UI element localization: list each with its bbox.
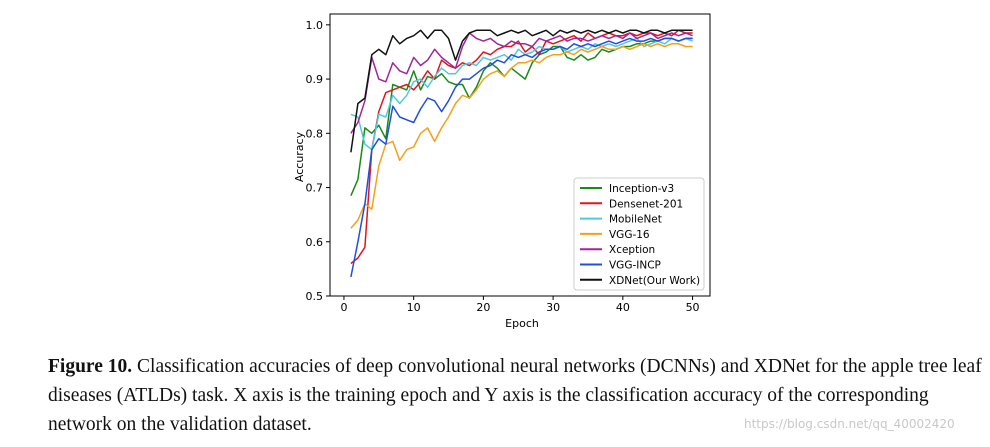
accuracy-line-chart: 0 10 20 30 40 50 0.5 0.6 0.7 0.8 0.9 1.0 Epoch Accu… (293, 13, 711, 330)
series-line-vgg-incp (350, 37, 693, 278)
y-axis-label: Accuracy (293, 131, 306, 182)
legend-label-xdnet-our-work: XDNet(Our Work) (609, 275, 700, 287)
legend-box (573, 177, 705, 291)
y-tick-label: 1.0 (306, 19, 324, 32)
legend-label-mobilenet: MobileNet (609, 214, 662, 226)
x-tick-label: 10 (407, 301, 421, 314)
series-line-vgg-16 (350, 43, 693, 229)
y-tick-label: 0.8 (306, 127, 324, 140)
x-tick-label: 0 (340, 301, 347, 314)
legend-label-vgg-incp: VGG-INCP (609, 260, 661, 272)
series-line-xception (350, 32, 693, 134)
y-tick-label: 0.6 (306, 236, 324, 249)
legend-label-vgg-16: VGG-16 (609, 229, 650, 241)
plot-frame (329, 13, 711, 297)
series-lines (350, 29, 693, 278)
series-line-mobilenet (350, 37, 693, 151)
legend-label-xception: Xception (609, 244, 655, 256)
x-tick-label: 20 (476, 301, 490, 314)
y-tick-label: 0.7 (306, 182, 324, 195)
series-line-densenet-201 (350, 29, 693, 265)
x-axis-label: Epoch (505, 317, 539, 330)
legend: Inception-v3 Densenet-201 MobileNet VGG-16 X… (573, 177, 705, 291)
figure-label: Figure 10. (48, 356, 133, 377)
x-tick-label: 50 (686, 301, 700, 314)
x-tick-label: 40 (616, 301, 630, 314)
figure-caption-text: Classification accuracies of deep convol… (48, 356, 982, 435)
axis-ticks: 0 10 20 30 40 50 0.5 0.6 0.7 0.8 0.9 1.0 (306, 19, 700, 314)
legend-label-inception-v3: Inception-v3 (609, 183, 674, 195)
series-line-inception-v3 (350, 37, 693, 196)
y-tick-label: 0.9 (306, 73, 324, 86)
watermark: https://blog.csdn.net/qq_40002420 (744, 417, 955, 431)
series-line-xdnet-our-work (350, 29, 693, 153)
figure-caption: Figure 10. Classification accuracies of … (48, 352, 984, 439)
x-tick-label: 30 (546, 301, 560, 314)
y-tick-label: 0.5 (306, 290, 324, 303)
legend-label-densenet-201: Densenet-201 (609, 198, 683, 210)
